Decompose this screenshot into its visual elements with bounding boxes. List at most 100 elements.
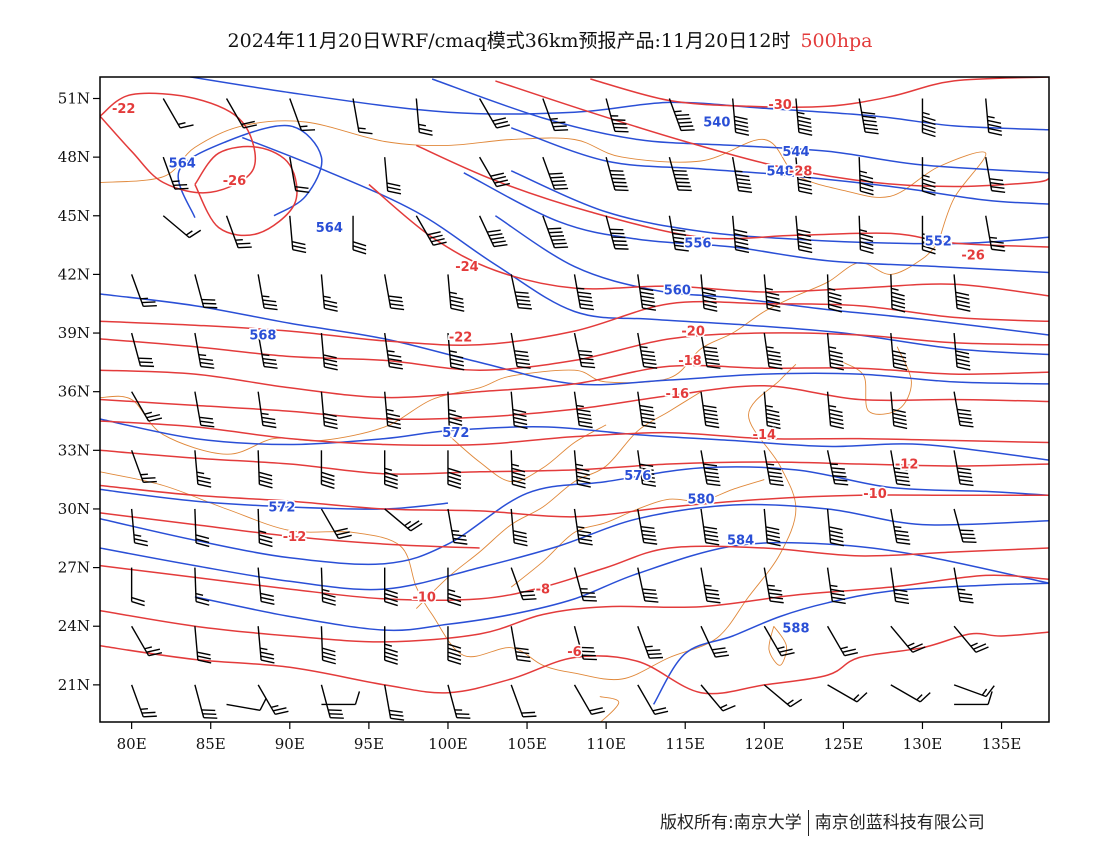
lat-tick-label: 51N (58, 90, 90, 108)
wind-barb (510, 332, 531, 369)
wind-barb (795, 98, 813, 136)
wind-barb (637, 567, 659, 603)
wind-barb (447, 626, 462, 665)
temperature-contour-layer (100, 77, 1049, 695)
temperature-contour (100, 631, 1049, 695)
boundary-line (447, 424, 607, 483)
wind-barb (257, 684, 289, 715)
wind-barb (130, 684, 157, 718)
wind-barb (731, 215, 750, 254)
wind-barb (257, 391, 277, 429)
wind-barb (257, 332, 278, 369)
temperature-contour-label: -20 (681, 325, 705, 340)
wind-barb (763, 567, 784, 604)
temperature-contour (100, 300, 1049, 346)
temperature-contour (368, 183, 1049, 297)
temperature-contour (590, 77, 1049, 109)
wind-barb (478, 98, 511, 129)
temperature-contour (100, 484, 1049, 518)
wind-barb (637, 684, 669, 715)
wind-barb (953, 450, 974, 487)
temperature-contour-label: -28 (789, 164, 813, 179)
pressure-level-label: 500hpa (800, 30, 873, 52)
wind-barb (194, 508, 210, 548)
temperature-contour-label: -18 (678, 354, 702, 369)
wind-barb (352, 98, 373, 135)
wind-barb (858, 157, 874, 196)
height-contour-label: 576 (624, 469, 651, 484)
wind-barb (289, 157, 310, 193)
temperature-contour-label: -26 (223, 174, 247, 189)
wind-barb (257, 508, 273, 548)
wind-barb (542, 156, 569, 190)
wind-barb (384, 626, 398, 665)
wind-barb (320, 450, 335, 489)
height-contour-label: 572 (442, 426, 469, 441)
temperature-contour-label: -24 (455, 260, 479, 275)
height-contour-label: 580 (687, 493, 714, 508)
wind-barb (573, 274, 594, 311)
wind-barb (130, 332, 155, 368)
wind-barb (605, 98, 629, 133)
height-contour (194, 541, 1049, 632)
lon-tick-label: 125E (824, 735, 864, 753)
temperature-contour-label: -22 (112, 102, 136, 117)
wind-barb (858, 98, 879, 135)
wind-barb (826, 274, 843, 313)
wind-barb (637, 332, 658, 369)
height-contour-label: 588 (782, 622, 809, 637)
wind-barb (320, 508, 352, 540)
lon-tick-label: 100E (428, 735, 468, 753)
wind-barb (731, 98, 750, 136)
height-contour-label: 552 (925, 235, 952, 250)
wind-barb (826, 332, 844, 371)
wind-barb (257, 567, 275, 605)
copyright-org-2: 南京创蓝科技有限公司 (814, 813, 985, 833)
temperature-contour-label: -26 (961, 248, 985, 263)
wind-barb (542, 98, 569, 132)
copyright-org-1: 南京大学 (733, 813, 802, 833)
height-contour-layer (100, 77, 1049, 705)
wind-barb (447, 332, 465, 371)
wind-barb (953, 391, 974, 428)
lon-tick-label: 130E (903, 735, 943, 753)
wind-barb (320, 567, 336, 606)
wind-barb (320, 626, 336, 665)
temperature-contour-label: -6 (567, 645, 581, 660)
wind-barb (890, 332, 908, 371)
wind-barb (194, 684, 218, 719)
wind-barb (700, 450, 721, 487)
plot-frame (99, 76, 1050, 723)
temperature-contour (100, 512, 480, 549)
temperature-contour-label: -14 (753, 428, 777, 443)
wind-barb (162, 98, 194, 129)
wind-barb (826, 450, 849, 486)
lon-tick-label: 90E (275, 735, 305, 753)
wind-barb (194, 567, 210, 606)
wind-barb (320, 332, 338, 371)
wind-barb (985, 98, 1003, 136)
height-contour-label: 544 (782, 145, 809, 160)
wind-barb (447, 567, 462, 607)
wind-barb (668, 156, 692, 192)
wind-barb (226, 697, 267, 712)
wind-barb (194, 626, 212, 664)
wind-barb (890, 508, 911, 545)
axis-layer: 21N 24N 27N 30N 33N 36N 39N 42N 45N 48N 51N 80E 85E 9… (58, 90, 1022, 754)
wind-barb (352, 215, 367, 255)
temperature-contour-label: -10 (412, 590, 436, 605)
wind-barb (257, 450, 273, 489)
wind-barb (257, 274, 278, 311)
height-contour (510, 127, 1049, 205)
wind-barb (542, 215, 569, 249)
height-contour-label: 556 (684, 237, 711, 252)
temperature-contour (100, 574, 1049, 643)
wind-barb (320, 684, 344, 719)
wind-barb (763, 391, 781, 430)
temperature-contour (100, 420, 1049, 447)
wind-barb (131, 391, 163, 422)
wind-barb (763, 274, 781, 312)
wind-barb (194, 450, 212, 488)
temperature-contour-label: -12 (283, 530, 307, 545)
